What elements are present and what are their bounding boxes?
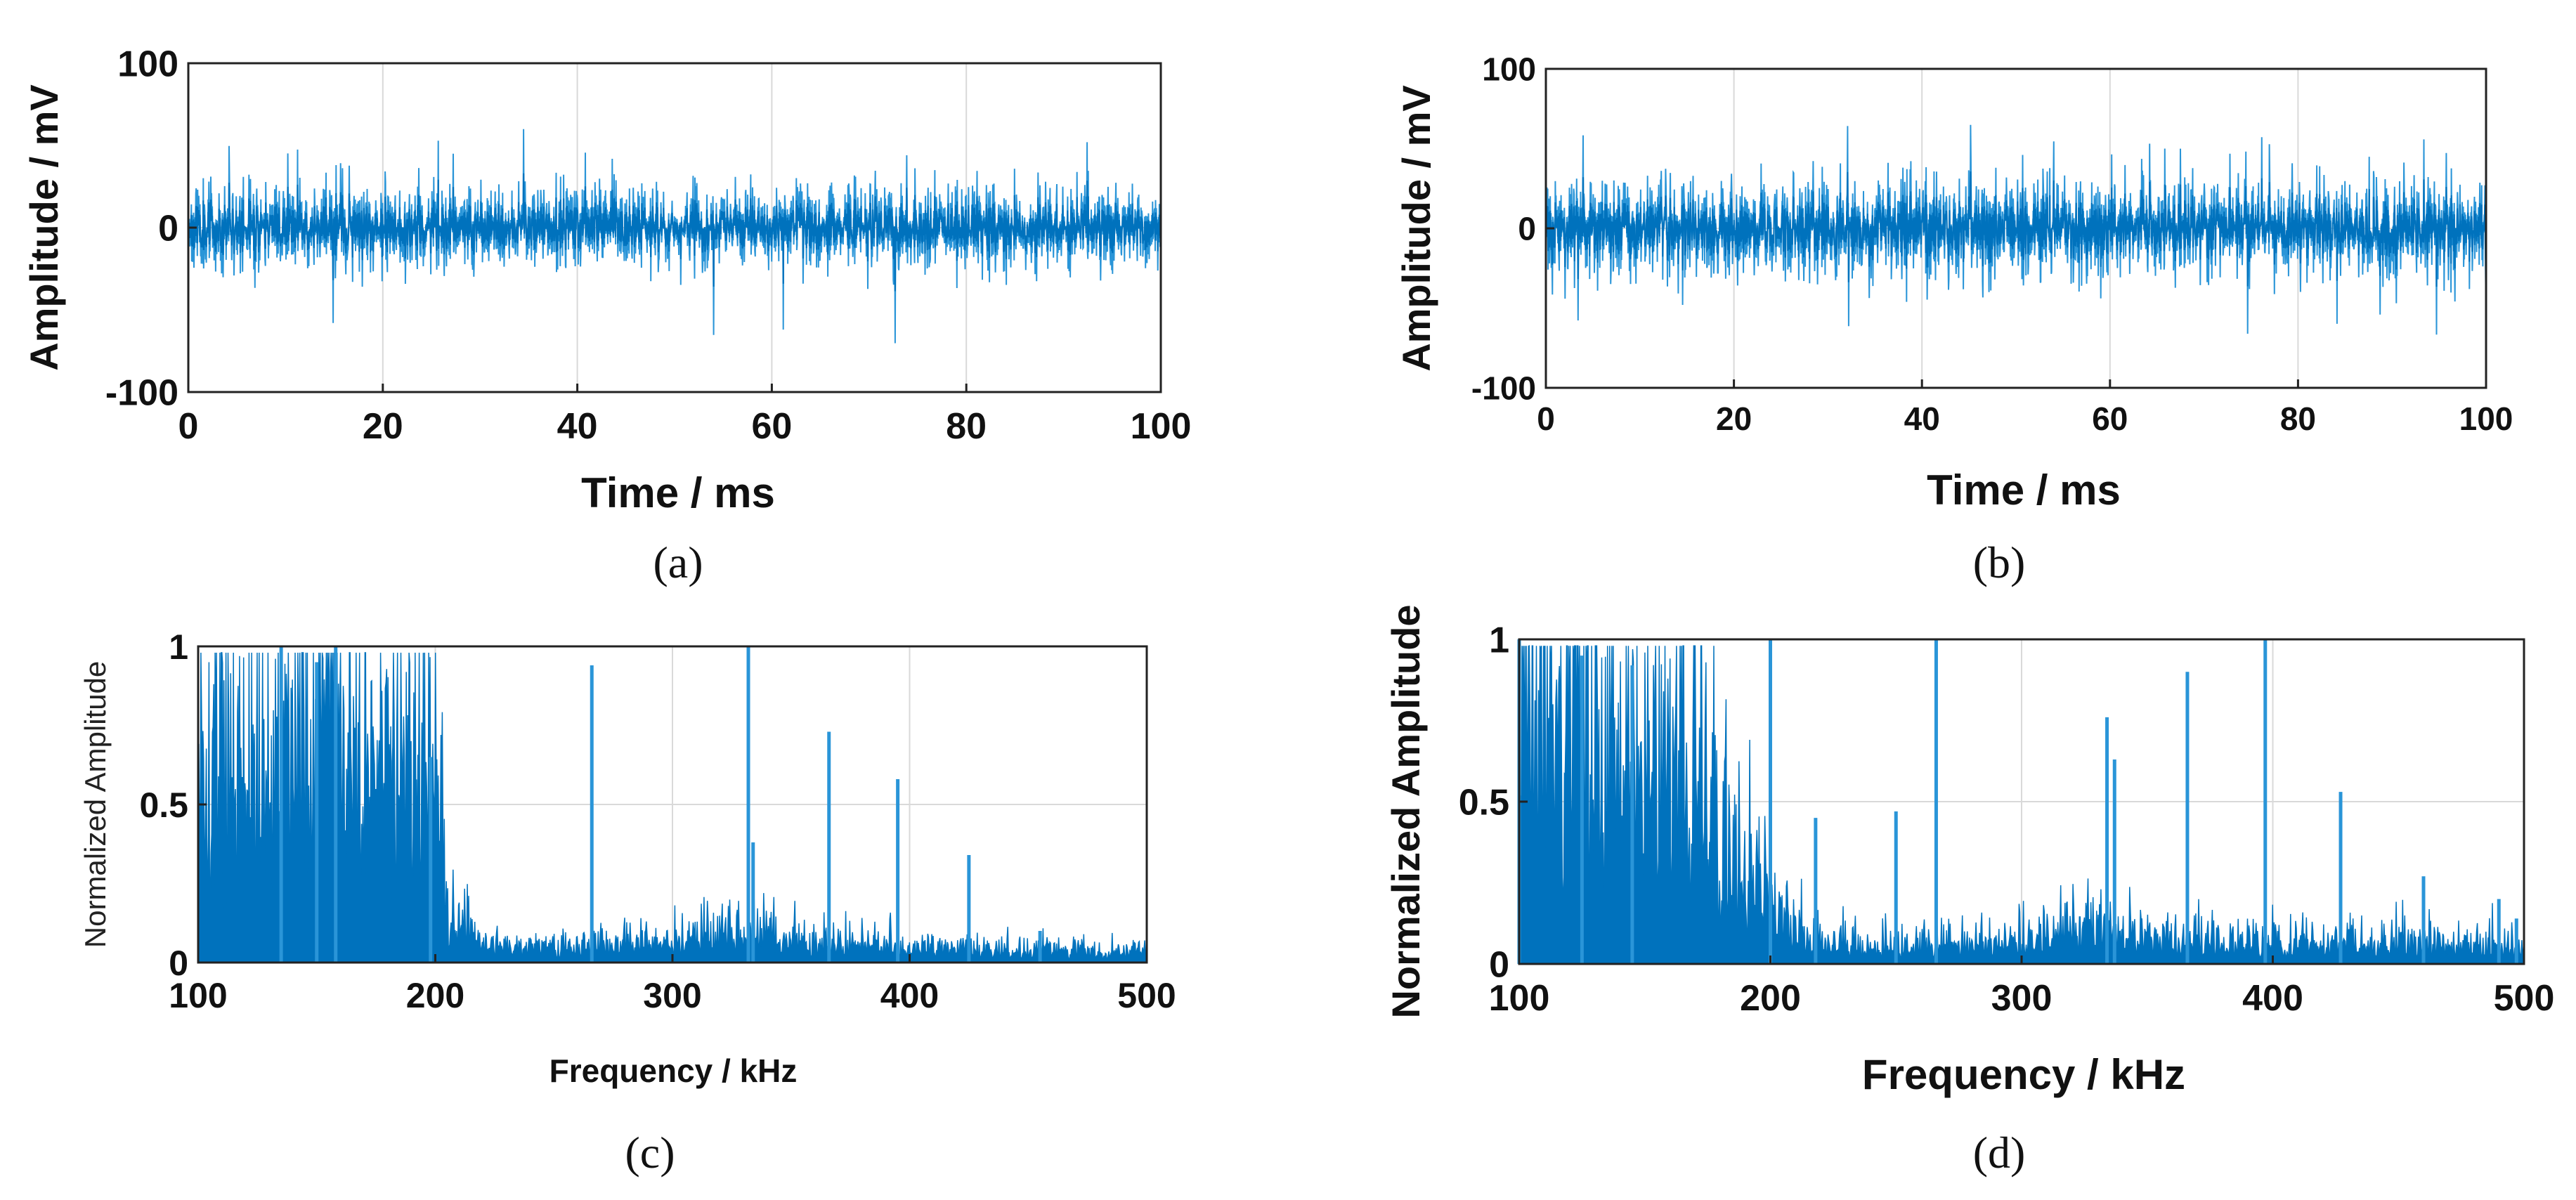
xtick-label-c-0: 100 [169, 976, 227, 1015]
xtick-label-a-5: 100 [1131, 406, 1192, 447]
ytick-label-d-0: 0 [1489, 945, 1509, 986]
xlabel-d: Frequency / kHz [1862, 1051, 2185, 1098]
spectrum-c [197, 646, 1147, 963]
ytick-label-b-1: 0 [1518, 211, 1536, 247]
caption-c: (c) [625, 1128, 675, 1178]
ylabel-b: Amplitude / mV [1394, 85, 1438, 372]
xtick-label-c-2: 300 [643, 976, 701, 1015]
xlabel-b: Time / ms [1927, 467, 2121, 514]
xtick-label-d-1: 200 [1740, 978, 1801, 1019]
xtick-label-d-2: 300 [1991, 978, 2053, 1019]
ytick-label-a-1: 0 [158, 209, 178, 249]
signal-core-a [187, 173, 1162, 292]
panel-c: 100 200 300 400 500 0 0.5 1 Frequency / kHz Nor… [79, 627, 1176, 1178]
caption-d: (d) [1973, 1128, 2026, 1178]
xtick-label-b-3: 60 [2092, 400, 2128, 437]
ylabel-d: Normalized Amplitude [1384, 604, 1428, 1018]
xtick-label-a-3: 60 [751, 406, 792, 447]
xtick-label-d-0: 100 [1489, 978, 1550, 1019]
ytick-label-c-0: 0 [169, 944, 188, 983]
ticks-c: 100 200 300 400 500 0 0.5 1 [139, 627, 1176, 1015]
panel-d: 100 200 300 400 500 0 0.5 1 Frequency / kHz Nor… [1384, 604, 2554, 1178]
xtick-label-b-2: 40 [1904, 400, 1940, 437]
xtick-label-c-3: 400 [880, 976, 939, 1015]
caption-a: (a) [653, 537, 703, 587]
xtick-label-d-3: 400 [2242, 978, 2303, 1019]
ylabel-a: Amplitude / mV [22, 84, 66, 371]
ytick-label-d-1: 0.5 [1459, 783, 1509, 823]
spectrum-d [1517, 639, 2525, 965]
spectrum-area-c [197, 652, 1147, 963]
ytick-label-d-2: 1 [1489, 620, 1509, 661]
signal-core-b [1544, 171, 2487, 287]
xtick-label-b-1: 20 [1716, 400, 1752, 437]
xtick-label-a-2: 40 [557, 406, 598, 447]
ytick-label-a-2: 100 [117, 44, 178, 85]
signal-a [187, 129, 1162, 344]
xtick-label-d-4: 500 [2494, 978, 2555, 1019]
xtick-label-a-0: 0 [178, 406, 199, 447]
ytick-label-c-1: 0.5 [139, 785, 188, 825]
ylabel-c: Normalized Amplitude [79, 661, 112, 948]
caption-b: (b) [1973, 537, 2026, 587]
ytick-label-b-2: 100 [1482, 51, 1536, 88]
xtick-label-b-0: 0 [1537, 400, 1555, 437]
ytick-label-a-0: -100 [105, 373, 178, 414]
ytick-label-c-2: 1 [169, 627, 188, 667]
ytick-label-b-0: -100 [1471, 370, 1536, 407]
xtick-label-b-5: 100 [2459, 400, 2513, 437]
xlabel-c: Frequency / kHz [549, 1052, 798, 1089]
xtick-label-a-1: 20 [363, 406, 403, 447]
xtick-label-b-4: 80 [2280, 400, 2316, 437]
xtick-label-c-1: 200 [406, 976, 464, 1015]
xtick-label-c-4: 500 [1117, 976, 1176, 1015]
xlabel-a: Time / ms [581, 469, 775, 516]
signal-b [1544, 124, 2487, 335]
ticks-d: 100 200 300 400 500 0 0.5 1 [1459, 620, 2555, 1019]
xtick-label-a-4: 80 [946, 406, 987, 447]
